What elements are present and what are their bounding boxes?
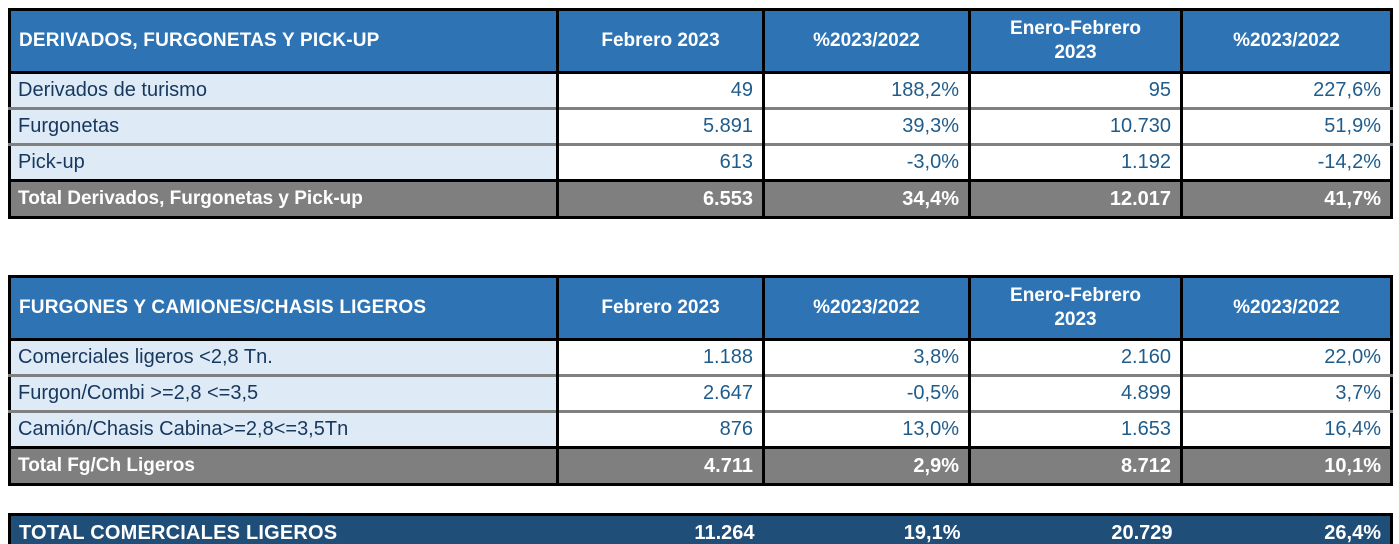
total-row-label: Total Fg/Ch Ligeros — [9, 446, 558, 485]
table2-row-comerciales-ligeros: Comerciales ligeros <2,8 Tn. 1.188 3,8% … — [9, 338, 1392, 376]
table1-row-pickup: Pick-up 613 -3,0% 1.192 -14,2% — [9, 143, 1392, 181]
total-value-acumulado: 8.712 — [968, 446, 1182, 485]
value-acumulado: 4.899 — [968, 374, 1182, 412]
value-pct-mes: 39,3% — [762, 107, 970, 145]
table1-title: DERIVADOS, FURGONETAS Y PICK-UP — [9, 9, 558, 74]
table-furgones-camiones-chasis: FURGONES Y CAMIONES/CHASIS LIGEROS Febre… — [8, 275, 1393, 486]
table-derivados-furgonetas-pickup: DERIVADOS, FURGONETAS Y PICK-UP Febrero … — [8, 8, 1393, 219]
value-pct-acumulado: 3,7% — [1180, 374, 1392, 412]
table2-row-furgon-combi: Furgon/Combi >=2,8 <=3,5 2.647 -0,5% 4.8… — [9, 374, 1392, 412]
table1-row-furgonetas: Furgonetas 5.891 39,3% 10.730 51,9% — [9, 107, 1392, 145]
table1-col-header-febrero-2023: Febrero 2023 — [556, 9, 764, 74]
value-acumulado: 2.160 — [968, 338, 1182, 376]
value-pct-mes: -3,0% — [762, 143, 970, 181]
table1-header-row: DERIVADOS, FURGONETAS Y PICK-UP Febrero … — [9, 9, 1392, 74]
row-label: Comerciales ligeros <2,8 Tn. — [9, 338, 558, 376]
value-pct-acumulado: 16,4% — [1180, 410, 1392, 448]
value-acumulado: 1.653 — [968, 410, 1182, 448]
table2-col-header-enero-febrero-2023: Enero-Febrero 2023 — [968, 276, 1182, 341]
total-value-febrero: 6.553 — [556, 179, 764, 218]
value-febrero: 5.891 — [556, 107, 764, 145]
table2-row-camion-chasis-cabina: Camión/Chasis Cabina>=2,8<=3,5Tn 876 13,… — [9, 410, 1392, 448]
table1-col-header-enero-febrero-label: Enero-Febrero 2023 — [1010, 18, 1141, 63]
value-acumulado: 95 — [968, 71, 1182, 109]
table1-row-derivados-turismo: Derivados de turismo 49 188,2% 95 227,6% — [9, 71, 1392, 109]
table1-total-row: Total Derivados, Furgonetas y Pick-up 6.… — [9, 179, 1392, 218]
value-pct-acumulado: 22,0% — [1180, 338, 1392, 376]
row-label: Camión/Chasis Cabina>=2,8<=3,5Tn — [9, 410, 558, 448]
row-label: Furgon/Combi >=2,8 <=3,5 — [9, 374, 558, 412]
table2-header-row: FURGONES Y CAMIONES/CHASIS LIGEROS Febre… — [9, 276, 1392, 341]
value-pct-mes: -0,5% — [762, 374, 970, 412]
value-acumulado: 1.192 — [968, 143, 1182, 181]
table1-col-header-enero-febrero-2023: Enero-Febrero 2023 — [968, 9, 1182, 74]
grand-total-value-pct-mes: 19,1% — [763, 514, 970, 544]
value-pct-acumulado: 51,9% — [1180, 107, 1392, 145]
value-pct-acumulado: 227,6% — [1180, 71, 1392, 109]
table2-col-header-pct-mes: %2023/2022 — [762, 276, 970, 341]
value-pct-mes: 13,0% — [762, 410, 970, 448]
value-febrero: 49 — [556, 71, 764, 109]
row-label: Derivados de turismo — [9, 71, 558, 109]
grand-total-label: TOTAL COMERCIALES LIGEROS — [9, 514, 558, 544]
value-febrero: 613 — [556, 143, 764, 181]
total-value-pct-mes: 2,9% — [762, 446, 970, 485]
row-label: Pick-up — [9, 143, 558, 181]
table1-col-header-pct-mes: %2023/2022 — [762, 9, 970, 74]
total-value-pct-acumulado: 41,7% — [1180, 179, 1392, 218]
table2-col-header-febrero-2023: Febrero 2023 — [556, 276, 764, 341]
value-pct-mes: 188,2% — [762, 71, 970, 109]
value-febrero: 1.188 — [556, 338, 764, 376]
total-value-pct-mes: 34,4% — [762, 179, 970, 218]
grand-total-value-pct-acumulado: 26,4% — [1181, 514, 1392, 544]
grand-total-bar: TOTAL COMERCIALES LIGEROS 11.264 19,1% 2… — [8, 513, 1393, 544]
total-value-pct-acumulado: 10,1% — [1180, 446, 1392, 485]
total-value-acumulado: 12.017 — [968, 179, 1182, 218]
total-value-febrero: 4.711 — [556, 446, 764, 485]
value-pct-mes: 3,8% — [762, 338, 970, 376]
row-label: Furgonetas — [9, 107, 558, 145]
grand-total-row: TOTAL COMERCIALES LIGEROS 11.264 19,1% 2… — [9, 514, 1392, 544]
table2-col-header-pct-acumulado: %2023/2022 — [1180, 276, 1392, 341]
value-febrero: 876 — [556, 410, 764, 448]
table2-total-row: Total Fg/Ch Ligeros 4.711 2,9% 8.712 10,… — [9, 446, 1392, 485]
table1-col-header-pct-acumulado: %2023/2022 — [1180, 9, 1392, 74]
value-febrero: 2.647 — [556, 374, 764, 412]
total-row-label: Total Derivados, Furgonetas y Pick-up — [9, 179, 558, 218]
grand-total-value-febrero: 11.264 — [557, 514, 764, 544]
grand-total-value-acumulado: 20.729 — [969, 514, 1182, 544]
value-pct-acumulado: -14,2% — [1180, 143, 1392, 181]
value-acumulado: 10.730 — [968, 107, 1182, 145]
table2-title: FURGONES Y CAMIONES/CHASIS LIGEROS — [9, 276, 558, 341]
table2-col-header-enero-febrero-label: Enero-Febrero 2023 — [1010, 285, 1141, 330]
